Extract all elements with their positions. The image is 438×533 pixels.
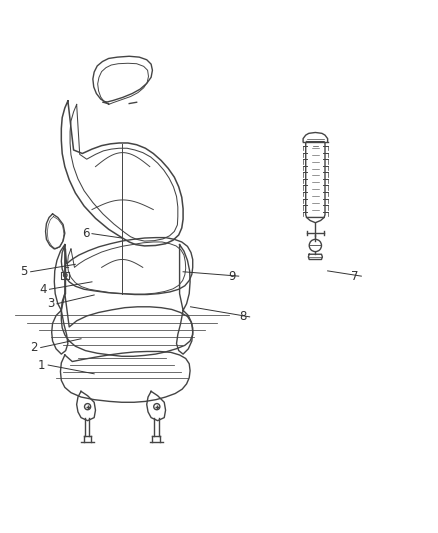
Text: 9: 9 xyxy=(228,270,236,282)
Text: 6: 6 xyxy=(81,227,89,240)
Text: 8: 8 xyxy=(240,310,247,324)
Text: 1: 1 xyxy=(38,359,46,372)
Text: 4: 4 xyxy=(39,283,47,296)
Text: 5: 5 xyxy=(21,265,28,278)
Text: 7: 7 xyxy=(351,270,359,282)
Text: 3: 3 xyxy=(47,297,54,310)
Text: 2: 2 xyxy=(30,341,38,354)
